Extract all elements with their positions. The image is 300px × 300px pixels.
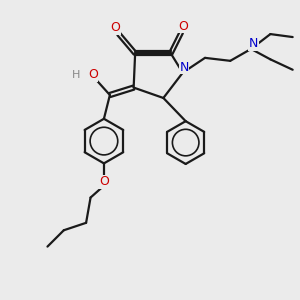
Text: O: O bbox=[99, 175, 109, 188]
Text: H: H bbox=[72, 70, 80, 80]
Text: O: O bbox=[110, 21, 120, 34]
Text: O: O bbox=[178, 20, 188, 33]
Text: N: N bbox=[179, 61, 189, 74]
Text: N: N bbox=[249, 37, 258, 50]
Text: O: O bbox=[88, 68, 98, 81]
